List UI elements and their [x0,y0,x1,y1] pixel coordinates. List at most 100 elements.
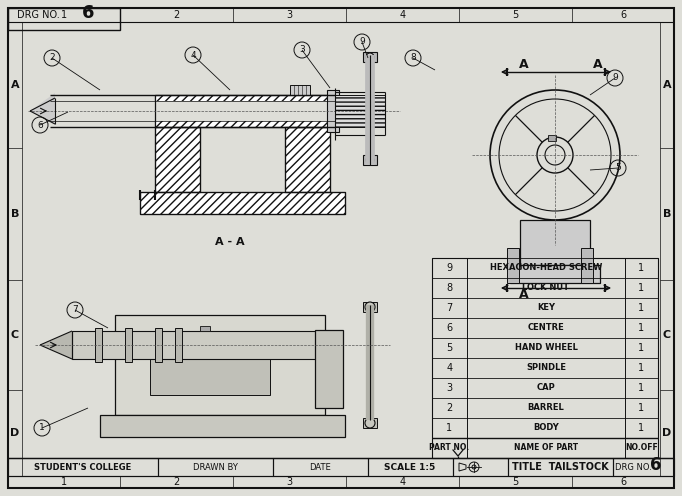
Text: CAP: CAP [537,383,555,392]
Text: HEXAGON-HEAD SCREW: HEXAGON-HEAD SCREW [490,263,602,272]
Text: HAND WHEEL: HAND WHEEL [514,344,578,353]
Text: 6: 6 [82,4,94,22]
Text: A: A [593,59,603,71]
Polygon shape [72,331,342,359]
Text: 5: 5 [447,343,453,353]
Text: KEY: KEY [537,304,555,312]
Polygon shape [150,343,270,395]
Text: 1: 1 [638,343,644,353]
Text: BARREL: BARREL [528,404,565,413]
Text: 2: 2 [447,403,453,413]
Text: A: A [519,289,529,302]
Text: TITLE  TAILSTOCK: TITLE TAILSTOCK [512,462,608,472]
Polygon shape [140,192,345,214]
Polygon shape [115,315,325,415]
Text: 4: 4 [400,477,406,487]
Text: D: D [662,428,672,438]
Polygon shape [548,135,556,141]
Text: 3: 3 [299,46,305,55]
Text: A: A [663,80,671,90]
Text: A: A [11,80,19,90]
Text: 1: 1 [39,424,45,433]
Text: 5: 5 [615,164,621,173]
Text: 7: 7 [72,306,78,314]
Polygon shape [30,93,55,125]
Polygon shape [200,326,210,331]
Text: B: B [11,209,19,219]
Text: PART NO.: PART NO. [430,443,470,452]
Text: 6: 6 [620,10,626,20]
Polygon shape [50,101,335,121]
Text: 3: 3 [286,477,293,487]
Text: C: C [663,330,671,340]
Polygon shape [363,52,377,62]
Text: 4: 4 [190,51,196,60]
Text: DRAWN BY: DRAWN BY [192,462,237,472]
Text: 5: 5 [512,477,518,487]
Polygon shape [100,415,345,437]
Polygon shape [581,248,593,283]
Polygon shape [327,90,339,132]
Text: 1: 1 [638,423,644,433]
Text: 2: 2 [173,10,179,20]
Polygon shape [315,330,343,408]
Text: 8: 8 [410,54,416,62]
Text: 7: 7 [447,303,453,313]
Text: 6: 6 [650,456,662,474]
Text: 2: 2 [173,477,179,487]
Text: NO.OFF: NO.OFF [625,443,658,452]
Polygon shape [155,127,200,192]
Circle shape [365,418,375,428]
Text: B: B [663,209,671,219]
Text: 4: 4 [400,10,406,20]
Polygon shape [510,265,600,283]
Polygon shape [285,127,330,192]
Text: DRG NO.: DRG NO. [16,10,59,20]
Circle shape [365,302,375,312]
Text: 2: 2 [49,54,55,62]
Polygon shape [363,302,377,312]
Circle shape [366,53,374,61]
Text: D: D [10,428,20,438]
Text: DATE: DATE [309,462,331,472]
Text: C: C [11,330,19,340]
Text: 6: 6 [37,121,43,129]
Circle shape [366,156,374,164]
Polygon shape [290,85,310,95]
Polygon shape [175,328,182,362]
Polygon shape [507,248,519,283]
Text: 9: 9 [447,263,453,273]
Polygon shape [363,418,377,428]
Text: 1: 1 [638,283,644,293]
Polygon shape [125,328,132,362]
Text: 4: 4 [447,363,453,373]
Polygon shape [155,95,330,127]
Text: A: A [519,59,529,71]
Text: CENTRE: CENTRE [528,323,565,332]
Polygon shape [363,155,377,165]
Text: 1: 1 [61,477,67,487]
Text: 1: 1 [638,363,644,373]
Text: 1: 1 [447,423,453,433]
Text: 1: 1 [61,10,67,20]
Text: 5: 5 [512,10,518,20]
Text: SPINDLE: SPINDLE [526,364,566,372]
Text: 1: 1 [638,383,644,393]
Text: A - A: A - A [216,237,245,247]
Text: 1: 1 [638,403,644,413]
Text: 8: 8 [447,283,453,293]
Text: 6: 6 [447,323,453,333]
Text: DRG NO.: DRG NO. [614,462,651,472]
Text: 1: 1 [638,303,644,313]
Polygon shape [95,328,102,362]
Text: STUDENT'S COLLEGE: STUDENT'S COLLEGE [34,462,132,472]
Text: 6: 6 [620,477,626,487]
Polygon shape [335,95,385,127]
Text: 1: 1 [638,263,644,273]
Text: 9: 9 [359,38,365,47]
Polygon shape [155,328,162,362]
Text: BODY: BODY [533,424,559,433]
Text: 9: 9 [612,73,618,82]
Polygon shape [520,220,590,265]
Text: SCALE 1:5: SCALE 1:5 [385,462,436,472]
